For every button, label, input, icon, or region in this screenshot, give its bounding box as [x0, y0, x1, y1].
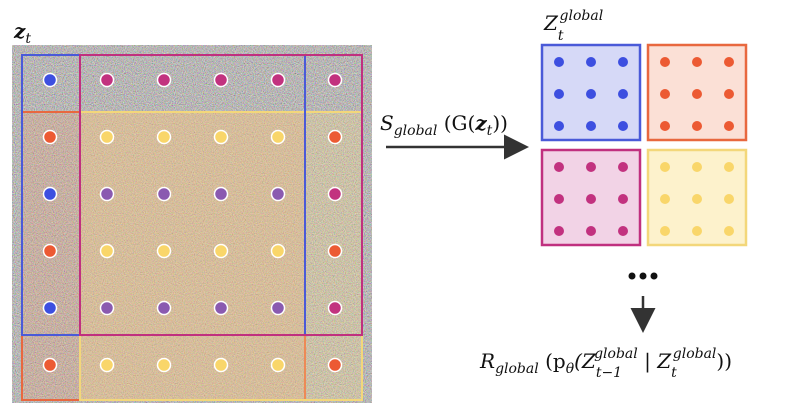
- global-dot: [660, 121, 670, 131]
- global-dot: [660, 194, 670, 204]
- global-dot: [554, 226, 564, 236]
- global-dot: [586, 89, 596, 99]
- global-dot: [724, 89, 734, 99]
- global-dot: [618, 162, 628, 172]
- noisy-image: [12, 45, 372, 403]
- global-dot: [554, 121, 564, 131]
- global-dot: [554, 162, 564, 172]
- global-dot: [692, 162, 702, 172]
- latent-dot: [329, 302, 342, 315]
- latent-dot: [44, 245, 57, 258]
- latent-dot: [215, 74, 228, 87]
- latent-dot: [101, 302, 114, 315]
- ellipsis-dot: [651, 273, 658, 280]
- global-dot: [554, 89, 564, 99]
- latent-dot: [44, 302, 57, 315]
- latent-dot: [215, 245, 228, 258]
- noisy-latent-label: zt: [13, 19, 31, 47]
- latent-dot: [158, 188, 171, 201]
- global-dot: [586, 57, 596, 67]
- global-dot: [724, 194, 734, 204]
- latent-dot: [215, 359, 228, 372]
- global-dot: [692, 89, 702, 99]
- operation-label: Sglobal (G(zt)): [380, 111, 508, 139]
- global-dot: [618, 194, 628, 204]
- latent-dot: [101, 359, 114, 372]
- global-dot: [660, 89, 670, 99]
- latent-dot: [158, 245, 171, 258]
- latent-dot: [44, 131, 57, 144]
- latent-dot: [272, 74, 285, 87]
- global-dot: [724, 57, 734, 67]
- global-dot: [586, 194, 596, 204]
- latent-dot: [329, 188, 342, 201]
- latent-dot: [272, 188, 285, 201]
- global-dot: [618, 57, 628, 67]
- latent-dot: [329, 131, 342, 144]
- latent-dot: [158, 359, 171, 372]
- latent-dot: [44, 74, 57, 87]
- global-dot: [586, 121, 596, 131]
- global-dot: [724, 162, 734, 172]
- global-dot: [618, 121, 628, 131]
- ellipsis-dot: [629, 273, 636, 280]
- global-dot: [660, 162, 670, 172]
- latent-dot: [101, 74, 114, 87]
- latent-dot: [44, 359, 57, 372]
- ellipsis-dot: [640, 273, 647, 280]
- global-grid: [542, 45, 746, 245]
- latent-dot: [158, 131, 171, 144]
- latent-dot: [101, 131, 114, 144]
- reverse-label: Rglobal (pθ(Zt−1global | Ztglobal)): [479, 346, 732, 381]
- latent-dot: [44, 188, 57, 201]
- global-dot: [660, 226, 670, 236]
- global-dot: [724, 226, 734, 236]
- global-dot: [692, 226, 702, 236]
- latent-dot: [272, 359, 285, 372]
- latent-dot: [329, 359, 342, 372]
- global-dot: [724, 121, 734, 131]
- global-dot: [554, 57, 564, 67]
- latent-dot: [272, 302, 285, 315]
- global-dot: [618, 226, 628, 236]
- latent-dot: [272, 131, 285, 144]
- global-dot: [660, 57, 670, 67]
- latent-dot: [158, 302, 171, 315]
- latent-dot: [215, 188, 228, 201]
- global-dot: [692, 57, 702, 67]
- global-dot: [692, 194, 702, 204]
- latent-dot: [329, 245, 342, 258]
- latent-dot: [215, 131, 228, 144]
- global-dot: [554, 194, 564, 204]
- diagram: zt Sglobal (G(zt)) Ztglobal Rglobal (pθ(…: [0, 0, 805, 405]
- latent-dot: [329, 74, 342, 87]
- latent-dot: [101, 188, 114, 201]
- global-dot: [618, 89, 628, 99]
- global-dot: [692, 121, 702, 131]
- latent-dot: [158, 74, 171, 87]
- global-dot: [586, 226, 596, 236]
- global-dot: [586, 162, 596, 172]
- latent-dot: [272, 245, 285, 258]
- latent-dot: [101, 245, 114, 258]
- global-latent-label: Ztglobal: [543, 8, 603, 44]
- latent-dot: [215, 302, 228, 315]
